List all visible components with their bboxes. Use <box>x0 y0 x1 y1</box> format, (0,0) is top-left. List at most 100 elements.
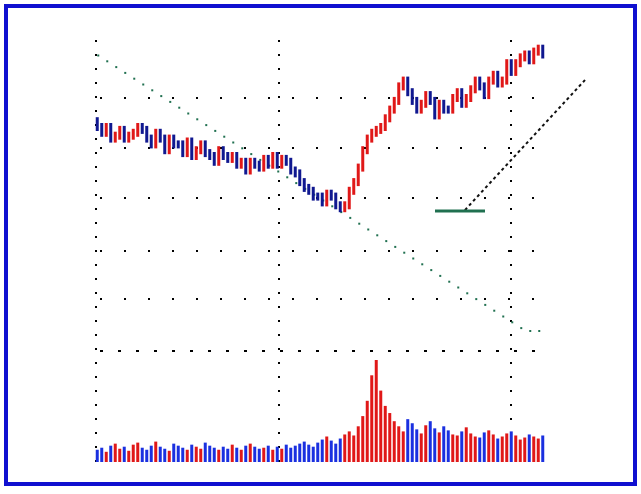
grid-dot <box>340 197 342 199</box>
price-bar <box>266 154 270 169</box>
price-bar <box>185 137 189 158</box>
grid-dot <box>510 180 512 182</box>
grid-dot <box>278 432 280 434</box>
grid-dot <box>95 404 97 406</box>
grid-dot <box>95 208 97 210</box>
volume-bar <box>199 448 203 462</box>
price-bar <box>455 88 459 102</box>
volume-bar <box>154 441 158 462</box>
price-bar <box>212 152 216 166</box>
price-bar <box>541 44 545 59</box>
volume-bar <box>505 433 509 462</box>
grid-dot <box>510 362 512 364</box>
grid-dot <box>316 350 319 352</box>
price-bar <box>415 96 419 114</box>
price-bar <box>383 114 387 131</box>
grid-dot <box>484 197 486 199</box>
ma-dot <box>394 245 397 248</box>
grid-dot <box>510 110 512 112</box>
price-bar <box>397 82 401 105</box>
ma-dot <box>385 240 388 243</box>
price-bar <box>95 117 99 131</box>
grid-dot <box>226 350 229 352</box>
ma-dot <box>133 77 136 80</box>
price-bar <box>536 44 540 56</box>
volume-bar <box>226 448 230 462</box>
volume-bar <box>338 438 342 462</box>
grid-dot <box>118 350 121 352</box>
grid-dot <box>124 250 126 252</box>
volume-bar <box>451 434 455 462</box>
volume-bar <box>478 437 482 462</box>
trend-lines <box>435 79 586 213</box>
grid-dot <box>460 147 462 149</box>
ma-dot <box>457 286 460 289</box>
grid-dot <box>510 376 512 378</box>
grid-dot <box>292 298 294 300</box>
price-bar <box>343 201 347 213</box>
grid-dot <box>278 138 280 140</box>
grid-dot <box>278 292 280 294</box>
volume-bar <box>289 447 293 462</box>
grid-dot <box>316 250 318 252</box>
price-bar <box>293 166 297 178</box>
grid-dot <box>510 166 512 168</box>
volume-bar <box>100 447 104 462</box>
ma-dot <box>412 257 415 260</box>
grid-dot <box>148 250 150 252</box>
grid-dot <box>436 147 438 149</box>
volume-bar <box>118 448 122 462</box>
price-bar <box>190 137 194 160</box>
grid-dot <box>364 97 366 99</box>
grid-dot <box>100 147 102 149</box>
grid-dot <box>95 390 97 392</box>
volume-bar <box>113 443 117 462</box>
grid-dot <box>510 334 512 336</box>
price-bar <box>176 140 180 149</box>
volume-bar <box>379 390 383 462</box>
grid-dot <box>406 350 409 352</box>
grid-dot <box>280 350 283 352</box>
grid-dot <box>172 250 174 252</box>
ma-dot <box>277 170 280 173</box>
grid-dot <box>364 147 366 149</box>
volume-bar <box>370 375 374 462</box>
price-bar <box>307 183 311 195</box>
grid-dot <box>510 96 512 98</box>
grid-dot <box>172 298 174 300</box>
price-bar <box>347 186 351 210</box>
grid-dot <box>510 138 512 140</box>
price-bar <box>500 76 504 88</box>
volume-bar <box>428 421 432 462</box>
price-bar <box>424 91 428 108</box>
grid-dot <box>172 350 175 352</box>
price-bar <box>460 88 464 108</box>
ma-dot <box>124 71 127 74</box>
volume-bar <box>464 427 468 462</box>
price-bar <box>491 70 495 85</box>
grid-dot <box>278 320 280 322</box>
ma-dot <box>106 60 109 63</box>
volume-bar <box>298 443 302 462</box>
grid-dot <box>268 97 270 99</box>
price-bar <box>392 96 396 114</box>
volume-bar <box>356 426 360 462</box>
price-bar <box>131 128 135 140</box>
grid-dot <box>436 250 438 252</box>
volume-bar <box>266 445 270 462</box>
volume-bar <box>257 448 261 462</box>
grid-dot <box>388 250 390 252</box>
volume-bar <box>514 435 518 462</box>
grid-dot <box>484 298 486 300</box>
grid-dot <box>388 298 390 300</box>
grid-dot <box>95 68 97 70</box>
ma-dot <box>250 153 253 156</box>
grid-dot <box>412 298 414 300</box>
price-bar <box>320 192 324 207</box>
grid-dot <box>95 152 97 154</box>
volume-bar <box>397 426 401 462</box>
grid-dot <box>220 147 222 149</box>
price-bar <box>217 146 221 166</box>
ma-dot <box>97 54 100 57</box>
volume-bar <box>473 436 477 462</box>
